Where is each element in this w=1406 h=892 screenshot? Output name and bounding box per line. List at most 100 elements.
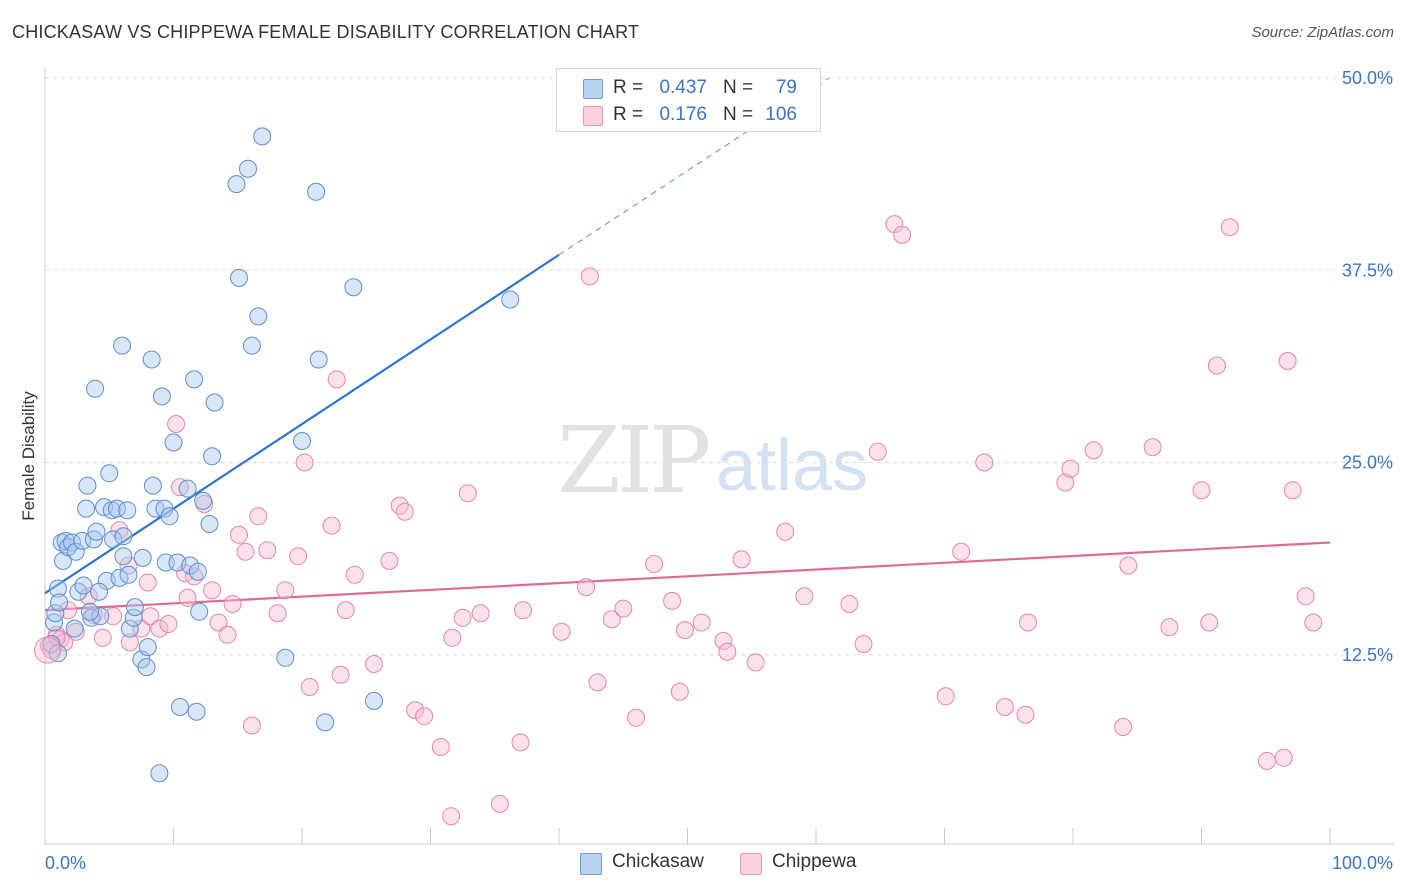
y-axis-label: Female Disability (19, 391, 38, 521)
correlation-legend: R = 0.437 N = 79 R = 0.176 N = 106 (556, 68, 821, 132)
chippewa-trend-line (44, 541, 1331, 612)
source-label: Source: ZipAtlas.com (1251, 24, 1394, 41)
chippewa-point (34, 636, 62, 664)
chickasaw-point (138, 638, 157, 657)
chickasaw-point (293, 432, 311, 450)
chippewa-point (380, 551, 399, 570)
chippewa-point (714, 631, 733, 650)
chickasaw-swatch (583, 79, 603, 99)
chippewa-point (1192, 481, 1211, 500)
chickasaw-point (50, 593, 69, 612)
chippewa-point (178, 588, 197, 607)
chippewa-point (511, 733, 530, 752)
tick-labels: 12.5% 25.0% 37.5% 50.0% 0.0% 100.0% (45, 68, 1393, 873)
legend-row-chickasaw: R = 0.437 N = 79 (557, 75, 820, 101)
chippewa-point (1084, 441, 1103, 460)
chippewa-point (675, 621, 694, 640)
chickasaw-point (90, 582, 108, 601)
chippewa-point (471, 604, 490, 623)
chippewa-point (746, 653, 765, 672)
chippewa-legend-label: Chippewa (772, 851, 857, 872)
chippewa-point (995, 698, 1014, 716)
legend-n-value: 79 (775, 77, 797, 98)
chickasaw-point (91, 607, 110, 626)
chickasaw-point (119, 565, 138, 584)
chippewa-point (1016, 705, 1035, 724)
chippewa-point (1274, 748, 1293, 767)
chippewa-point (952, 542, 971, 561)
chippewa-point (718, 642, 737, 661)
chickasaw-point (133, 548, 152, 567)
chickasaw-point (45, 613, 63, 632)
chippewa-point (93, 628, 112, 647)
chippewa-point (854, 635, 873, 653)
chippewa-point (1283, 481, 1302, 500)
chickasaw-point (142, 350, 161, 369)
y-tick-label: 50.0% (1342, 68, 1393, 88)
chippewa-point (1304, 613, 1323, 632)
chippewa-point (431, 738, 450, 756)
chickasaw-point (194, 491, 213, 510)
chippewa-point (159, 615, 178, 633)
chippewa-point (1119, 556, 1138, 575)
chickasaw-point (307, 182, 326, 201)
chippewa-point (458, 484, 477, 503)
legend-r-value: 0.176 (659, 104, 707, 125)
chickasaw-point (200, 515, 219, 533)
legend-r-label: R = (613, 77, 644, 98)
y-tick-label: 25.0% (1342, 453, 1393, 473)
chickasaw-point (185, 370, 204, 389)
chickasaw-point (137, 658, 156, 677)
chippewa-point (1019, 613, 1037, 632)
chickasaw-point (187, 702, 206, 721)
chippewa-point (1061, 459, 1080, 478)
chippewa-point (170, 478, 189, 497)
chickasaw-point (160, 507, 179, 526)
chickasaw-point (344, 278, 363, 297)
chippewa-point (893, 225, 912, 244)
chippewa-point (1220, 218, 1239, 237)
chickasaw-point (253, 127, 272, 146)
chippewa-point (645, 555, 664, 573)
chippewa-point (1207, 356, 1226, 375)
chippewa-point (79, 587, 98, 606)
chippewa-point (242, 716, 261, 735)
chippewa-point (670, 682, 689, 701)
chippewa-point (327, 370, 346, 389)
chippewa-point (614, 599, 633, 618)
chickasaw-point (249, 307, 268, 326)
chickasaw-point (309, 350, 328, 369)
chickasaw-point (143, 476, 162, 495)
chippewa-point (936, 687, 955, 706)
chickasaw-point (205, 393, 224, 412)
chippewa-point (276, 581, 295, 600)
chippewa-point (150, 619, 169, 638)
chippewa-point (732, 550, 751, 569)
chippewa-point (443, 628, 462, 647)
chickasaw-legend-swatch (580, 853, 602, 875)
chippewa-point (663, 591, 682, 610)
chippewa-point (289, 547, 308, 566)
chickasaw-point (87, 522, 106, 541)
chickasaw-point (74, 576, 93, 595)
chippewa-point (514, 601, 532, 620)
chippewa-point (1143, 438, 1162, 457)
chippewa-point (223, 595, 242, 613)
chickasaw-point (77, 499, 96, 518)
x-tick-label: 100.0% (1332, 853, 1393, 873)
chippewa-point (66, 622, 85, 641)
legend-row-chippewa: R = 0.176 N = 106 (557, 102, 820, 128)
chickasaw-point (46, 604, 65, 623)
chippewa-point (1278, 352, 1297, 370)
chickasaw-point (81, 602, 99, 621)
data-points (34, 127, 1323, 826)
chippewa-point (1160, 618, 1179, 637)
chickasaw-point (501, 290, 520, 309)
chart-title: CHICKASAW VS CHIPPEWA FEMALE DISABILITY … (12, 22, 640, 42)
chickasaw-point (66, 542, 85, 561)
chippewa-point (1114, 718, 1133, 736)
chickasaw-point (188, 562, 207, 581)
chickasaw-point (152, 387, 171, 406)
chippewa-point (390, 496, 409, 515)
chippewa-point (218, 625, 237, 644)
